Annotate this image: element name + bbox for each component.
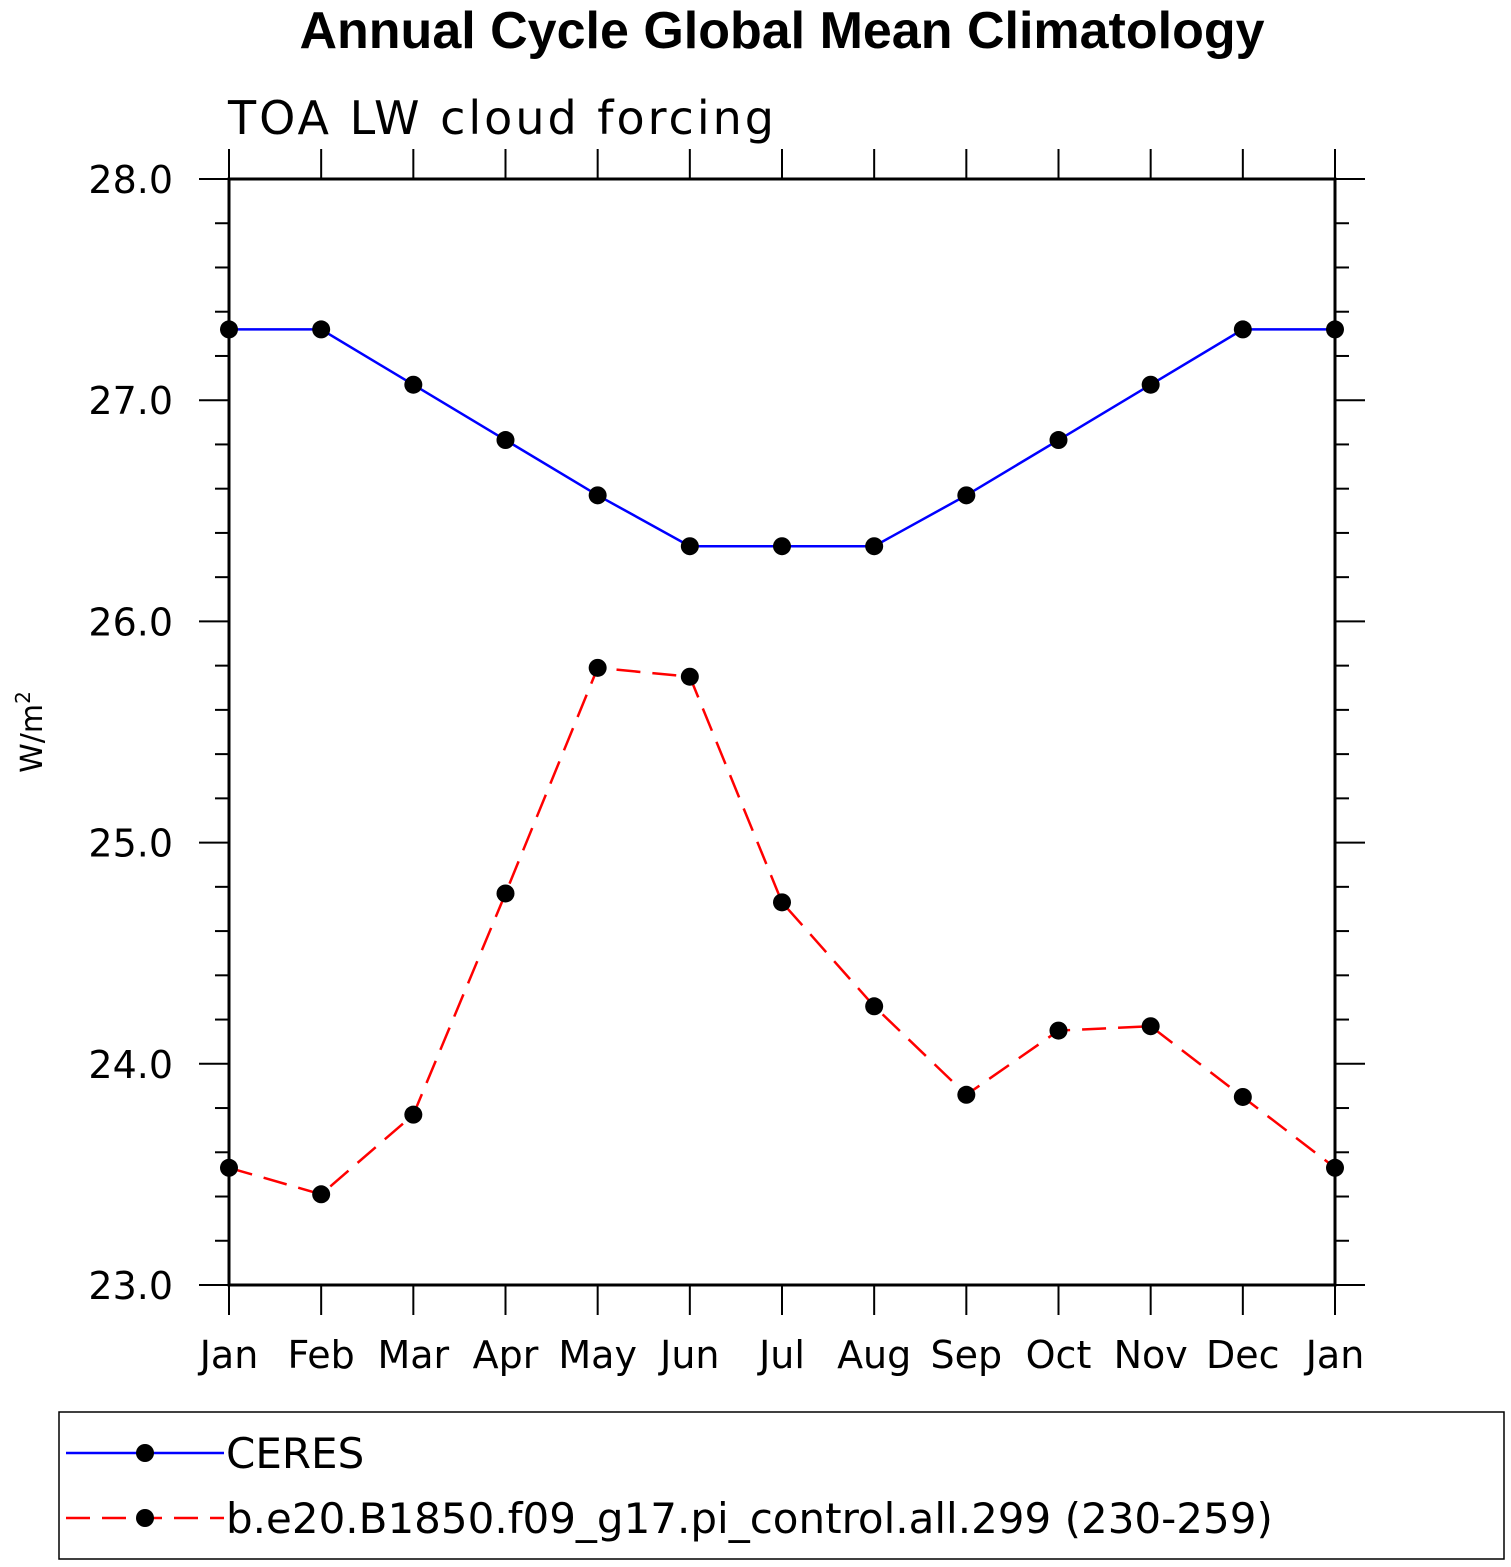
y-axis-label: W/m2 <box>11 691 50 773</box>
x-tick-label: Nov <box>1114 1333 1188 1377</box>
y-tick-label: 28.0 <box>88 158 173 202</box>
data-point <box>865 997 884 1016</box>
data-point <box>1326 1158 1344 1177</box>
data-point <box>1326 320 1344 339</box>
x-tick-label: Jan <box>1304 1333 1365 1377</box>
x-tick-label: Sep <box>931 1333 1003 1377</box>
data-point <box>220 1158 238 1177</box>
legend-marker <box>136 1509 154 1527</box>
series-line <box>228 666 1336 1196</box>
data-point <box>957 1085 976 1104</box>
data-point <box>404 1105 423 1124</box>
y-axis-label-text: W/m <box>15 704 50 773</box>
data-point <box>1233 1087 1252 1106</box>
axis-ticks <box>199 149 1365 1315</box>
x-tick-label: Apr <box>473 1333 539 1377</box>
data-point <box>773 537 791 556</box>
x-tick-label: Jan <box>198 1333 259 1377</box>
series-1 <box>220 320 1344 556</box>
x-tick-label: Feb <box>288 1333 355 1377</box>
x-tick-label: Aug <box>837 1333 911 1377</box>
data-point <box>496 431 515 450</box>
data-point <box>496 884 515 903</box>
chart-title: Annual Cycle Global Mean Climatology <box>299 2 1264 60</box>
x-tick-label: Jun <box>658 1333 719 1377</box>
legend-item-2: b.e20.B1850.f09_g17.pi_control.all.299 (… <box>66 1494 1273 1543</box>
data-point <box>1141 375 1160 394</box>
series-2 <box>220 658 1344 1204</box>
legend-label: CERES <box>226 1429 364 1478</box>
y-tick-labels: 23.0 24.0 25.0 26.0 27.0 28.0 <box>88 158 173 1308</box>
x-tick-label: Oct <box>1026 1333 1092 1377</box>
x-tick-label: Mar <box>377 1333 449 1377</box>
data-point <box>312 1185 331 1204</box>
y-tick-label: 27.0 <box>88 379 173 423</box>
data-point <box>404 375 423 394</box>
data-point <box>588 658 607 677</box>
data-point <box>1141 1017 1160 1036</box>
y-tick-label: 25.0 <box>88 822 173 866</box>
data-point <box>680 667 699 686</box>
data-point <box>957 486 976 505</box>
chart-subtitle: TOA LW cloud forcing <box>227 91 777 145</box>
svg-text:W/m2: W/m2 <box>11 691 50 773</box>
x-tick-label: Dec <box>1206 1333 1280 1377</box>
data-point <box>1049 1021 1068 1040</box>
plot-frame <box>227 177 1337 1287</box>
x-tick-label: Jul <box>757 1333 805 1377</box>
y-tick-label: 24.0 <box>88 1043 173 1087</box>
data-point <box>773 893 791 912</box>
y-tick-label: 26.0 <box>88 600 173 644</box>
y-tick-label: 23.0 <box>88 1264 173 1308</box>
data-point <box>865 537 884 556</box>
data-point <box>1233 320 1252 339</box>
x-tick-labels: Jan Feb Mar Apr May Jun Jul Aug Sep Oct Nov Dec Jan <box>198 1333 1365 1377</box>
data-point <box>312 320 331 339</box>
legend-label: b.e20.B1850.f09_g17.pi_control.all.299 (… <box>226 1494 1273 1543</box>
legend-item-1: CERES <box>66 1429 364 1478</box>
legend: CERES b.e20.B1850.f09_g17.pi_control.all.… <box>66 1429 1273 1543</box>
data-point <box>680 537 699 556</box>
x-tick-label: May <box>558 1333 637 1377</box>
series-line <box>229 328 1335 548</box>
data-point <box>1049 431 1068 450</box>
series-layer <box>220 320 1344 1204</box>
data-point <box>220 320 238 339</box>
legend-box <box>58 1411 1505 1560</box>
data-point <box>588 486 607 505</box>
legend-marker <box>136 1444 154 1462</box>
y-axis-label-exponent: 2 <box>11 691 35 704</box>
